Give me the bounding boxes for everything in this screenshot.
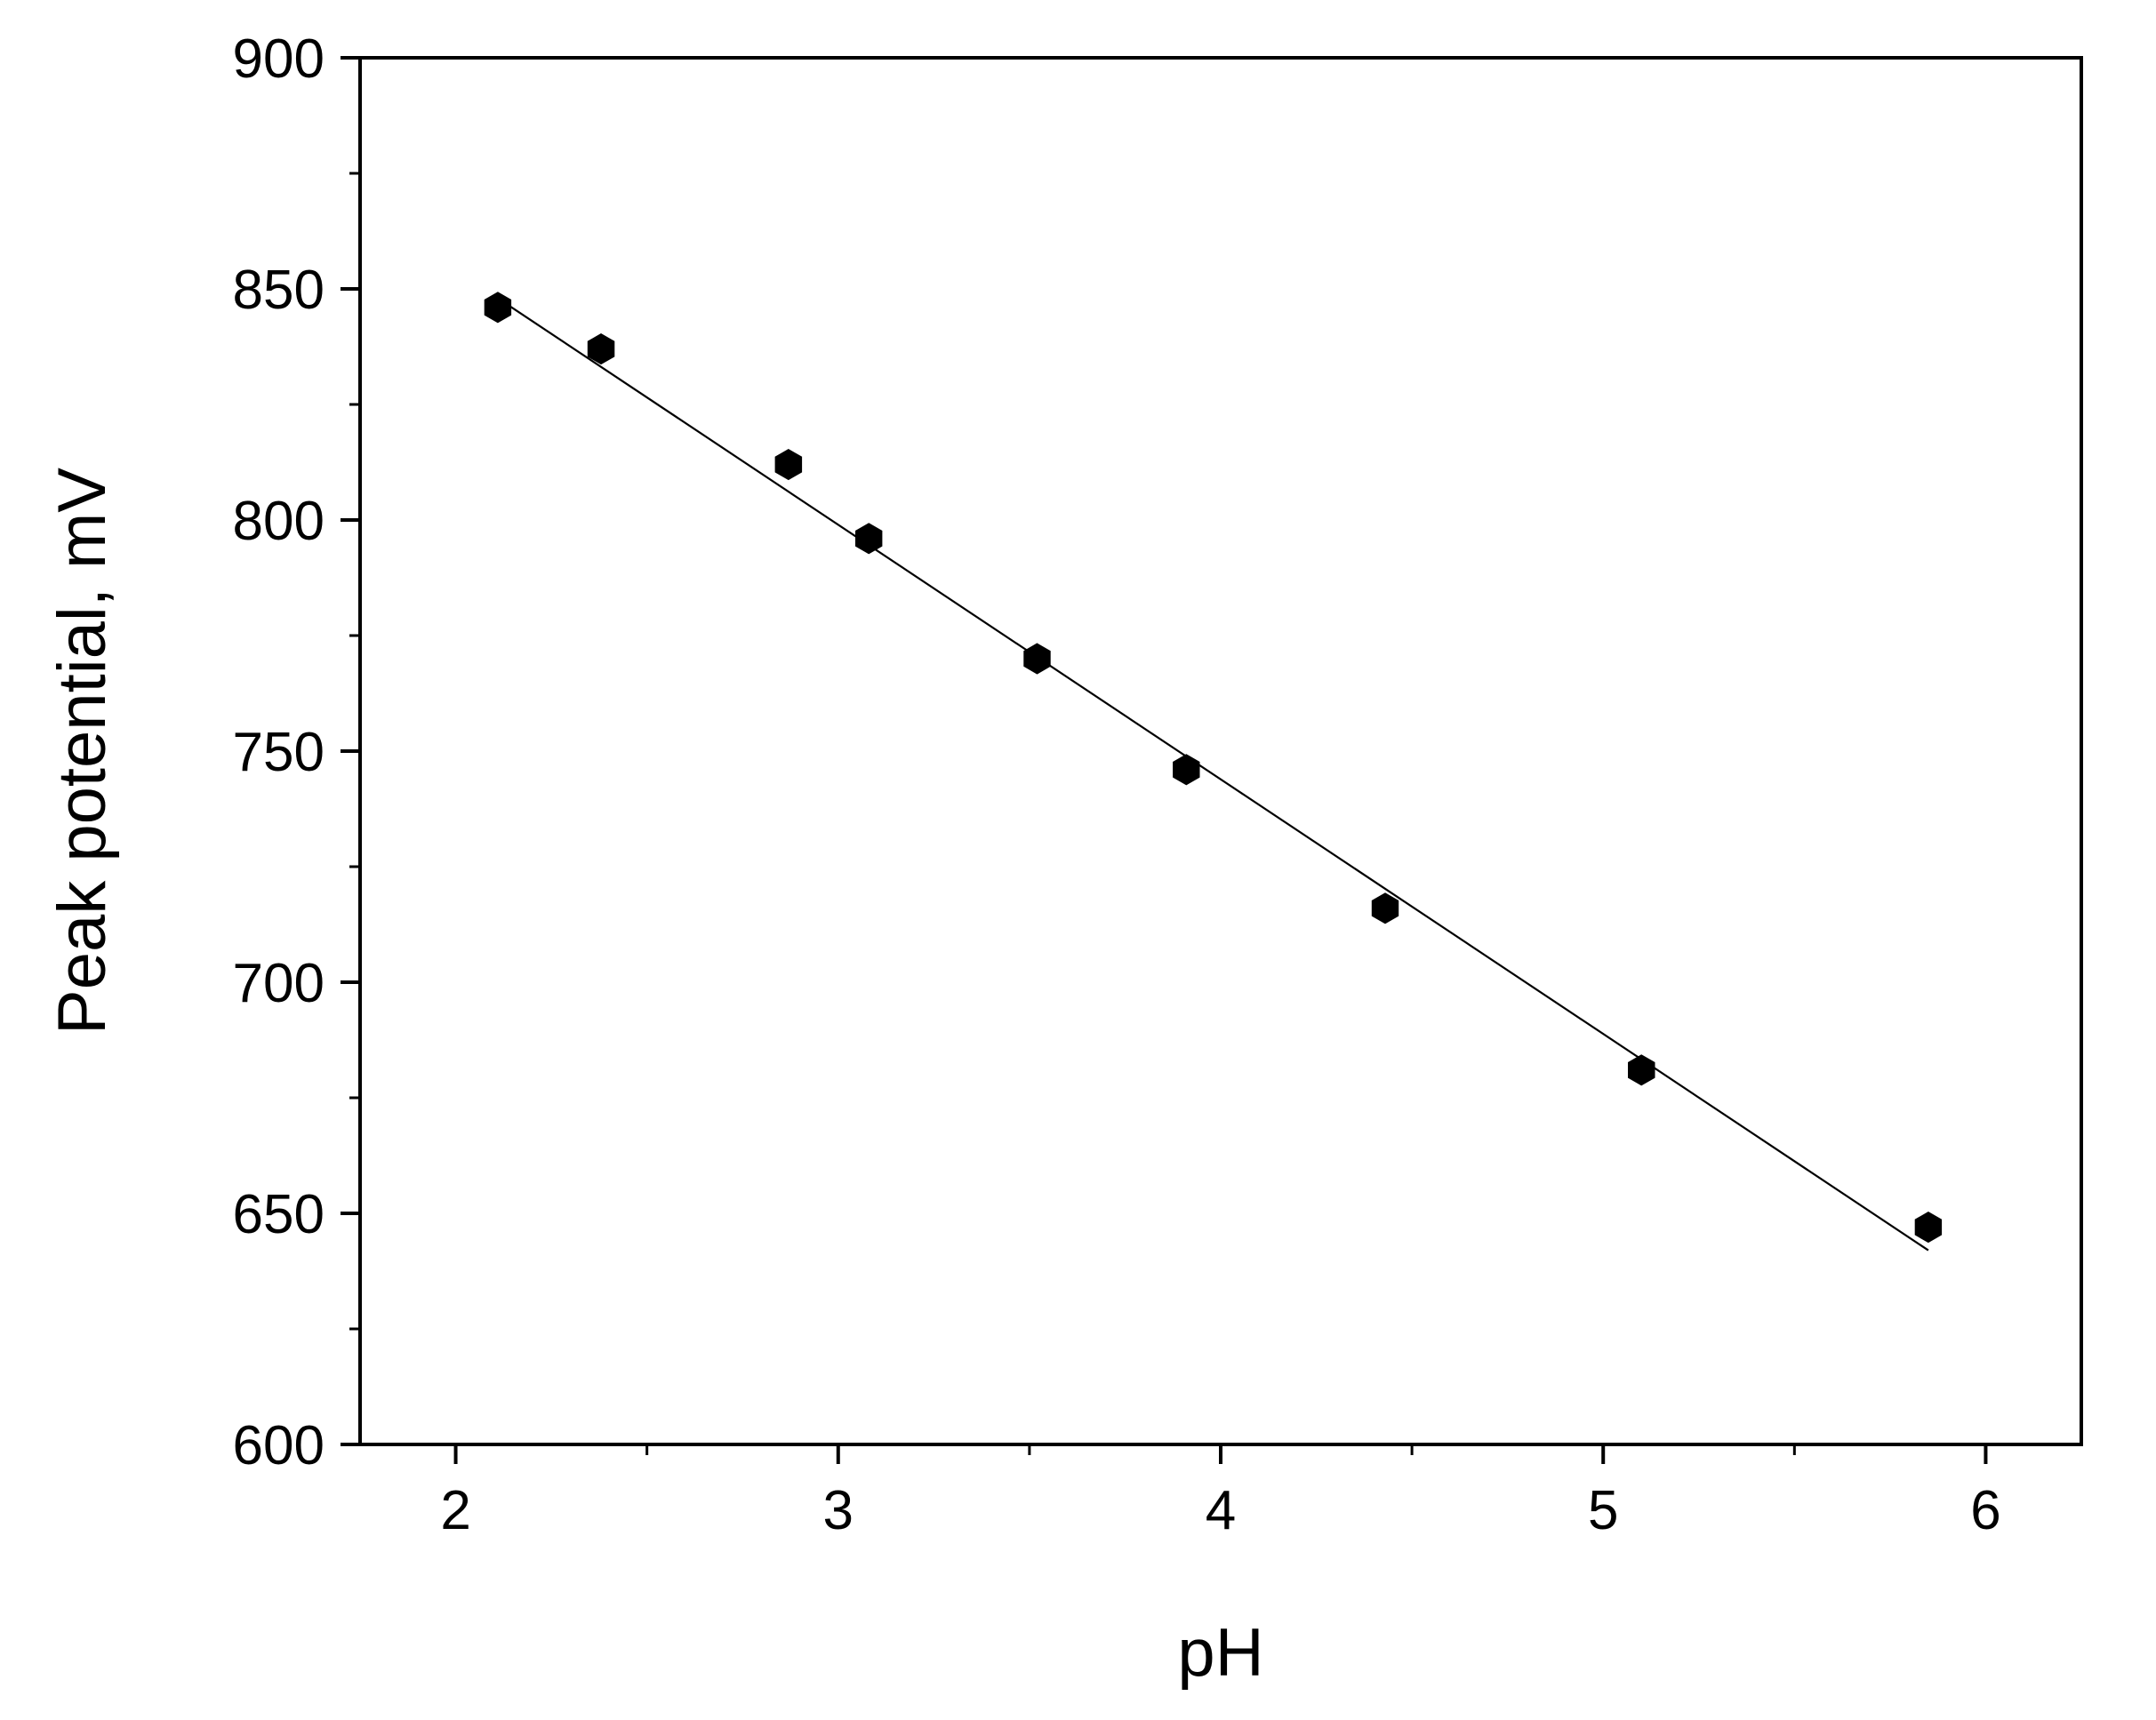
fit-line <box>497 297 1929 1252</box>
y-axis-title: Peak potential, mV <box>44 468 120 1035</box>
x-tick-label: 5 <box>1588 1480 1618 1541</box>
x-tick-label: 4 <box>1206 1480 1236 1541</box>
y-tick-label: 650 <box>233 1184 325 1245</box>
data-point <box>1173 754 1200 786</box>
data-point <box>484 292 512 324</box>
data-points-layer <box>484 292 1943 1244</box>
y-tick-label: 600 <box>233 1415 325 1476</box>
y-tick-label: 750 <box>233 722 325 783</box>
data-point <box>1914 1212 1943 1244</box>
y-tick-label: 700 <box>233 953 325 1014</box>
fit-line-layer <box>497 297 1929 1252</box>
x-tick-label: 6 <box>1970 1480 2000 1541</box>
y-tick-label: 800 <box>233 491 325 552</box>
y-axis: 600 650 700 750 800 850 900 <box>233 28 360 1476</box>
x-axis: 2 3 4 5 6 <box>440 1444 2001 1541</box>
data-point <box>774 449 803 481</box>
y-tick-label: 850 <box>233 260 325 321</box>
data-point <box>1628 1054 1655 1086</box>
x-tick-label: 2 <box>440 1480 470 1541</box>
data-point <box>855 523 883 555</box>
data-point <box>1023 643 1051 675</box>
data-point <box>587 333 615 365</box>
data-point <box>1371 892 1399 924</box>
x-tick-label: 3 <box>823 1480 854 1541</box>
x-axis-title: pH <box>1177 1615 1263 1691</box>
y-tick-label: 900 <box>233 28 325 90</box>
